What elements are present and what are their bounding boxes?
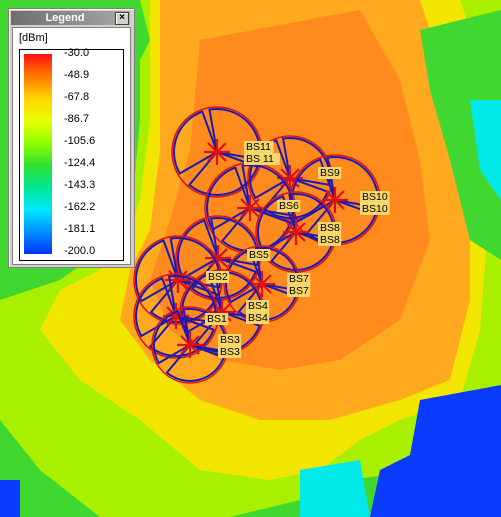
marker-stroke xyxy=(166,306,186,326)
legend-level: -67.8 xyxy=(64,91,90,103)
base-station-sectors xyxy=(133,106,381,384)
marker-stroke xyxy=(240,198,260,218)
marker-stroke xyxy=(286,222,306,242)
sector-arc xyxy=(237,282,298,321)
sector-arc xyxy=(153,309,192,365)
site-marker-icon xyxy=(322,187,348,213)
label-background xyxy=(360,191,390,203)
base-station-label: BS10 xyxy=(362,191,388,203)
label-background xyxy=(287,285,311,297)
marker-stroke xyxy=(208,248,228,268)
legend-title-bar[interactable]: Legend × xyxy=(11,11,130,25)
site-marker-icon xyxy=(177,332,203,358)
base-station-label: BS1 xyxy=(207,313,227,325)
legend-level: -143.3 xyxy=(64,179,96,191)
base-station-label: BS10 xyxy=(362,203,388,215)
label-background xyxy=(206,271,230,283)
base-station[interactable] xyxy=(171,106,263,198)
label-background xyxy=(318,167,342,179)
legend-level: -48.9 xyxy=(64,69,90,81)
site-marker-icon xyxy=(283,219,309,245)
base-station-label: BS3 xyxy=(220,346,240,358)
label-background xyxy=(246,300,270,312)
legend-level: -30.0 xyxy=(64,47,90,59)
coverage-cyan-bottom xyxy=(300,460,370,517)
legend-level: -181.1 xyxy=(64,223,96,235)
label-background xyxy=(218,334,242,346)
legend-level: -162.2 xyxy=(64,201,96,213)
base-station-label: BS11 xyxy=(246,141,271,153)
marker-stroke xyxy=(325,190,345,210)
sector-arc xyxy=(135,277,178,338)
coverage-cyan-patch xyxy=(470,100,501,200)
base-station-label: BS3 xyxy=(220,334,240,346)
marker-stroke xyxy=(180,335,200,355)
base-station-label: BS 11 xyxy=(246,153,274,165)
site-marker-icon xyxy=(204,139,230,165)
base-station-label: BS9 xyxy=(320,167,340,179)
sector-arc xyxy=(206,166,252,231)
marker-stroke xyxy=(280,168,300,188)
legend-scale: -30.0 -48.9 -67.8 -86.7 -105.6 -124.4 -1… xyxy=(19,47,124,261)
label-background xyxy=(287,273,311,285)
sector-arc xyxy=(177,219,220,280)
legend-title: Legend xyxy=(45,12,85,24)
sector-arc xyxy=(187,150,259,196)
label-background xyxy=(318,222,342,234)
sector-arc xyxy=(291,158,337,223)
base-station-label: BS6 xyxy=(279,200,299,212)
base-station-label: BS5 xyxy=(249,249,269,261)
coverage-blue-bottom-left xyxy=(0,480,20,517)
legend-unit: [dBm] xyxy=(19,32,48,44)
legend-level: -124.4 xyxy=(64,157,96,169)
legend-level: -86.7 xyxy=(64,113,90,125)
label-background xyxy=(247,249,271,261)
label-background xyxy=(244,153,280,165)
legend-color-bar xyxy=(24,54,52,254)
marker-stroke xyxy=(207,142,227,162)
site-marker-icon xyxy=(237,195,263,221)
base-station-label: BS7 xyxy=(289,285,309,297)
sector-arc xyxy=(181,273,224,334)
base-station-label: BS4 xyxy=(248,300,268,312)
label-background xyxy=(244,141,274,153)
base-station-label: BS8 xyxy=(320,222,340,234)
coverage-green-right xyxy=(420,10,501,260)
label-background xyxy=(277,200,301,212)
base-station-label: BS7 xyxy=(289,273,309,285)
legend-level: -200.0 xyxy=(64,245,96,257)
sector-arc xyxy=(173,110,219,175)
sector-arc xyxy=(305,198,377,244)
label-background xyxy=(360,203,390,215)
sector-arc xyxy=(165,343,226,382)
sector-arc xyxy=(270,230,333,271)
base-station-label: BS4 xyxy=(248,312,268,324)
legend-panel: [dBm] -30.0 -48.9 -67.8 -86.7 -105.6 -12… xyxy=(12,27,131,265)
label-background xyxy=(318,234,342,246)
close-icon[interactable]: × xyxy=(115,12,129,25)
label-background xyxy=(205,313,229,325)
legend-window[interactable]: Legend × [dBm] -30.0 -48.9 -67.8 -86.7 -… xyxy=(8,8,135,268)
marker-stroke xyxy=(168,270,188,290)
base-station-label: BS8 xyxy=(320,234,340,246)
label-background xyxy=(246,312,270,324)
coverage-blue-bottom-right xyxy=(370,385,501,517)
base-station-label: BS2 xyxy=(208,271,228,283)
legend-level: -105.6 xyxy=(64,135,96,147)
label-background xyxy=(218,346,242,358)
